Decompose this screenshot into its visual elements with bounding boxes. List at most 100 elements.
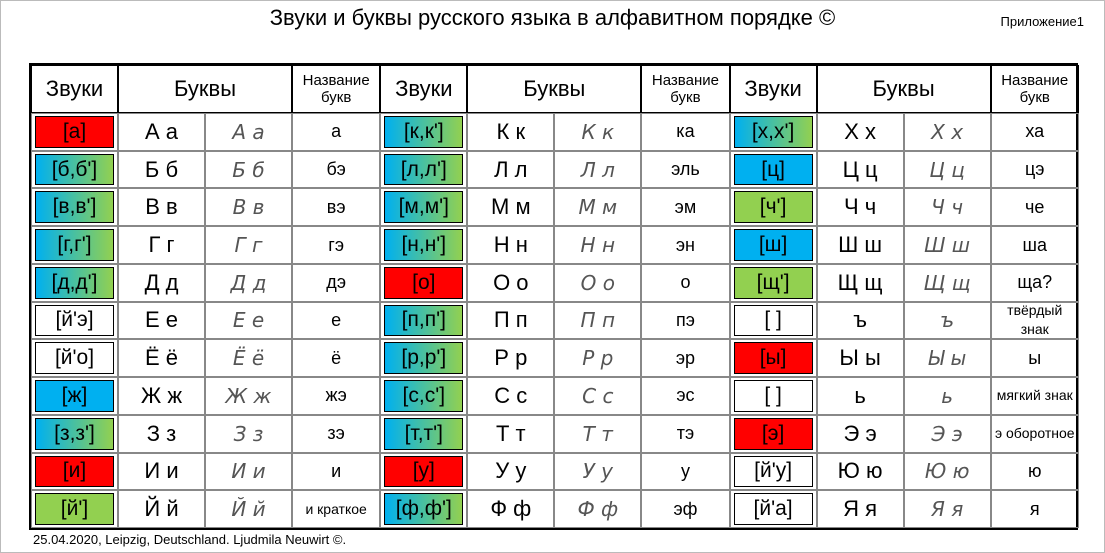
cell-frame <box>554 150 642 189</box>
letter-name: ща? <box>1017 272 1053 293</box>
letter-name: зэ <box>327 423 345 444</box>
cell-frame <box>31 226 118 264</box>
cell-frame <box>554 377 642 415</box>
cell-frame <box>903 452 991 491</box>
sound: [т,т'] <box>384 417 464 450</box>
letter-print: З з <box>146 420 177 446</box>
letter-print: Д д <box>144 269 179 295</box>
letter-name: и <box>331 460 342 481</box>
cell-frame <box>380 339 468 378</box>
letter-italic: Т т <box>582 421 613 446</box>
sound: [н,н'] <box>384 229 464 261</box>
cell-frame <box>467 188 555 227</box>
cell-frame <box>118 339 205 378</box>
cell-frame <box>31 150 118 189</box>
cell-frame <box>729 226 817 264</box>
cell-frame <box>292 377 381 415</box>
letter-print: В в <box>145 194 178 220</box>
letter-italic: Н н <box>580 233 616 258</box>
cell-frame <box>380 150 468 189</box>
appendix: Приложение1 <box>1000 14 1084 29</box>
sound: [х,х'] <box>733 116 813 148</box>
letter-name: у <box>680 460 690 481</box>
letter-print: О о <box>493 269 529 295</box>
sound: [ц] <box>733 153 813 186</box>
name-header: Название букв <box>990 65 1079 113</box>
cell-frame <box>816 414 904 453</box>
letters-header: Буквы <box>467 65 642 113</box>
cell-frame <box>380 490 468 528</box>
letter-print: М м <box>491 194 531 220</box>
sound: [й'о] <box>35 342 114 375</box>
cell-frame <box>205 188 292 227</box>
cell-frame <box>380 377 468 415</box>
letter-print: Б б <box>144 156 179 182</box>
cell-frame <box>729 113 817 151</box>
cell-frame <box>205 490 292 528</box>
cell-frame <box>205 414 292 453</box>
letter-italic: Ш ш <box>924 233 971 258</box>
cell-frame <box>554 113 642 151</box>
sound: [в,в'] <box>35 191 114 224</box>
cell-frame <box>467 414 555 453</box>
footer: 25.04.2020, Leipzig, Deutschland. Ljudmi… <box>33 532 347 547</box>
cell-frame <box>554 490 642 528</box>
cell-frame <box>729 414 817 453</box>
letter-italic: Р р <box>582 346 614 371</box>
cell-frame <box>903 377 991 415</box>
cell-frame <box>31 113 118 151</box>
cell-frame <box>729 301 817 340</box>
cell-frame <box>380 301 468 340</box>
letter-italic: Ц ц <box>929 157 965 182</box>
cell-frame <box>205 301 292 340</box>
cell-frame <box>118 301 205 340</box>
cell-frame <box>816 150 904 189</box>
cell-frame <box>31 490 118 528</box>
cell-frame <box>816 113 904 151</box>
cell-frame <box>729 452 817 491</box>
letter-print: Ы ы <box>839 345 881 371</box>
sound: [и] <box>35 455 114 488</box>
cell-frame <box>816 377 904 415</box>
letter-print: А а <box>144 118 179 144</box>
cell-frame <box>118 263 205 302</box>
cell-frame <box>641 490 730 528</box>
title: Звуки и буквы русского языка в алфавитно… <box>269 5 836 30</box>
letter-print: К к <box>496 118 526 144</box>
letter-italic: П п <box>580 308 616 333</box>
cell-frame <box>990 377 1079 415</box>
letter-italic: С с <box>582 383 614 408</box>
letter-italic: Ё ё <box>232 346 265 371</box>
letter-print: Ё ё <box>144 345 179 371</box>
cell-frame <box>292 452 381 491</box>
cell-frame <box>903 414 991 453</box>
letter-print: П п <box>493 307 528 333</box>
letter-print: Й й <box>144 496 179 522</box>
letter-print: Ф ф <box>490 496 532 522</box>
letter-name: ю <box>1027 460 1042 481</box>
cell-frame <box>467 301 555 340</box>
sound: [а] <box>35 116 114 148</box>
letter-print: Ю ю <box>837 458 883 484</box>
cell-frame <box>641 301 730 340</box>
cell-frame <box>990 414 1079 453</box>
cell-frame <box>990 339 1079 378</box>
letter-italic: Л л <box>580 157 615 182</box>
letter-italic: О о <box>580 270 615 295</box>
cell-frame <box>641 263 730 302</box>
sound-header: Звуки <box>380 65 468 113</box>
letter-name: вэ <box>326 196 346 217</box>
sound: [й'э] <box>35 304 114 337</box>
cell-frame <box>292 113 381 151</box>
cell-frame <box>729 490 817 528</box>
cell-frame <box>641 113 730 151</box>
sound: [к,к'] <box>384 116 464 148</box>
name-header: Название букв <box>292 65 381 113</box>
name-header: Название букв <box>641 65 730 113</box>
sound: [ф,ф'] <box>384 493 464 525</box>
cell-frame <box>118 188 205 227</box>
letter-print: С с <box>494 382 528 408</box>
letter-italic: Ю ю <box>924 459 970 484</box>
letter-print: Ж ж <box>140 382 183 408</box>
